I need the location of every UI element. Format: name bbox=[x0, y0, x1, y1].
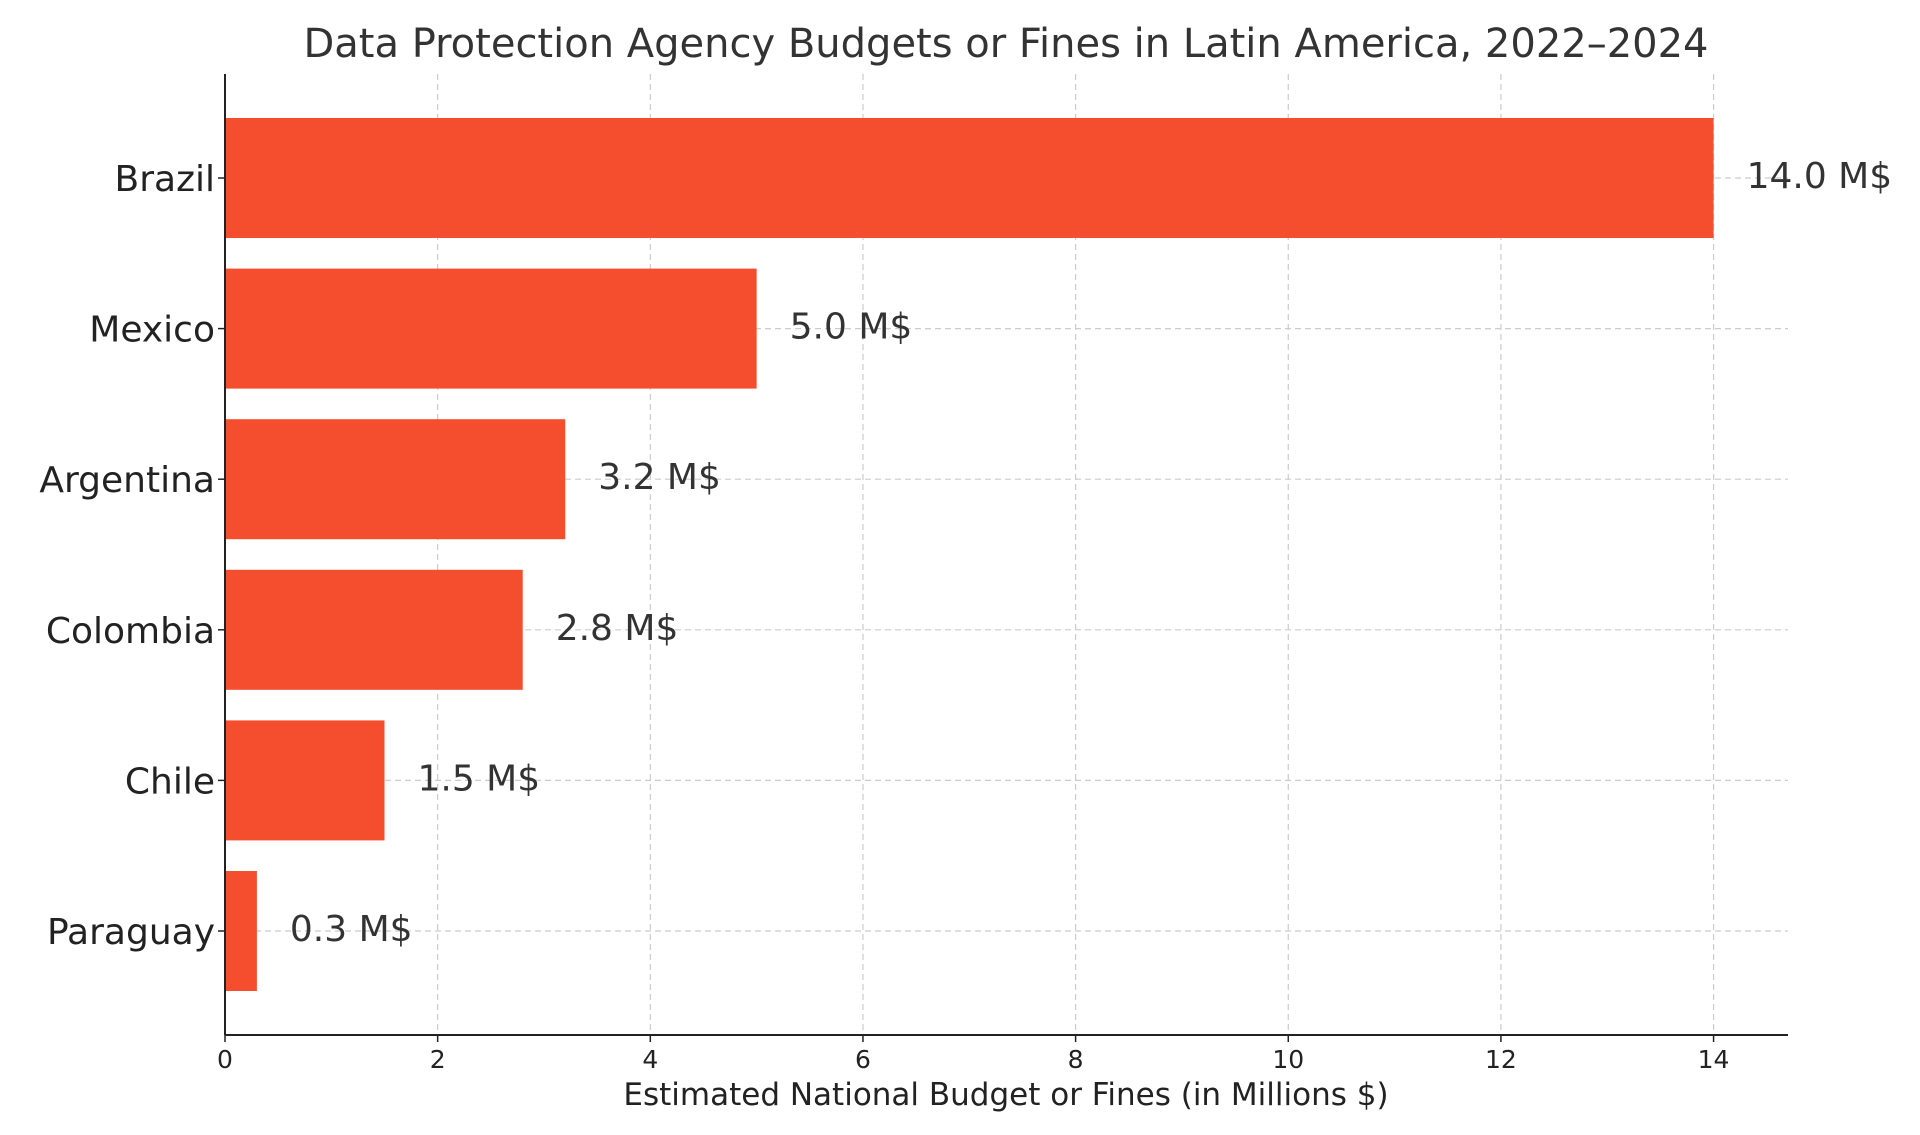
bar-colombia bbox=[225, 569, 523, 690]
bar-argentina bbox=[225, 419, 566, 540]
chart-title: Data Protection Agency Budgets or Fines … bbox=[303, 21, 1708, 67]
data-label-colombia: 2.8 M$ bbox=[556, 608, 679, 649]
data-label-brazil: 14.0 M$ bbox=[1747, 156, 1893, 197]
y-tick-label-mexico: Mexico bbox=[89, 310, 215, 351]
labels: 0 2 4 6 8 10 12 14 Brazil Mexico Argentina Colombia… bbox=[39, 156, 1892, 1074]
x-tick-label: 8 bbox=[1068, 1045, 1084, 1074]
y-tick-label-chile: Chile bbox=[125, 761, 215, 802]
y-tick-label-argentina: Argentina bbox=[39, 460, 215, 501]
data-label-argentina: 3.2 M$ bbox=[598, 457, 721, 498]
x-tick-label: 2 bbox=[430, 1045, 446, 1074]
x-tick-label: 0 bbox=[217, 1045, 233, 1074]
x-axis-label: Estimated National Budget or Fines (in M… bbox=[623, 1077, 1388, 1113]
y-tick-label-colombia: Colombia bbox=[46, 611, 215, 652]
axes bbox=[218, 74, 1788, 1042]
x-tick-label: 10 bbox=[1272, 1045, 1304, 1074]
y-tick-label-paraguay: Paraguay bbox=[47, 912, 215, 953]
y-tick-label-brazil: Brazil bbox=[115, 159, 215, 200]
x-tick-label: 12 bbox=[1485, 1045, 1517, 1074]
data-label-chile: 1.5 M$ bbox=[417, 758, 540, 799]
x-tick-label: 14 bbox=[1698, 1045, 1730, 1074]
bar-mexico bbox=[225, 268, 757, 389]
bar-brazil bbox=[225, 118, 1714, 238]
data-label-paraguay: 0.3 M$ bbox=[290, 909, 413, 950]
x-tick-label: 6 bbox=[855, 1045, 871, 1074]
data-label-mexico: 5.0 M$ bbox=[790, 307, 913, 348]
x-tick-label: 4 bbox=[642, 1045, 658, 1074]
bar-paraguay bbox=[225, 871, 257, 991]
bars bbox=[225, 118, 1714, 991]
bar-chile bbox=[225, 720, 385, 841]
